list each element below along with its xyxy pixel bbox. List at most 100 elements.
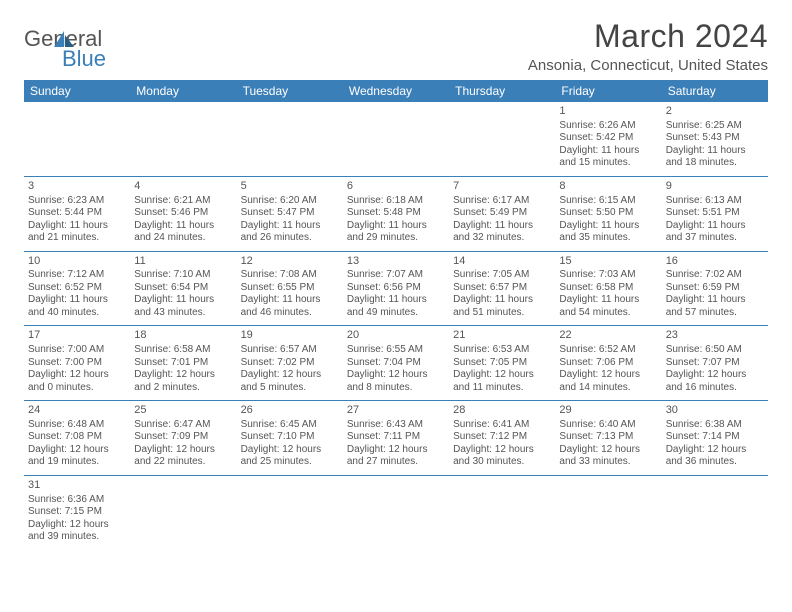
- sunset-line: Sunset: 5:46 PM: [134, 207, 232, 220]
- day-number: 19: [241, 329, 339, 343]
- sunset-line: Sunset: 6:54 PM: [134, 282, 232, 295]
- calendar-cell: [237, 475, 343, 549]
- sunrise-line: Sunrise: 6:53 AM: [453, 344, 551, 357]
- sunrise-line: Sunrise: 6:23 AM: [28, 195, 126, 208]
- daylight-line: Daylight: 12 hours and 5 minutes.: [241, 369, 339, 394]
- calendar-cell: 21Sunrise: 6:53 AMSunset: 7:05 PMDayligh…: [449, 326, 555, 401]
- day-number: 18: [134, 329, 232, 343]
- location-text: Ansonia, Connecticut, United States: [528, 57, 768, 74]
- calendar-cell: [555, 475, 661, 549]
- day-number: 1: [559, 105, 657, 119]
- calendar-cell: 9Sunrise: 6:13 AMSunset: 5:51 PMDaylight…: [662, 176, 768, 251]
- sunrise-line: Sunrise: 6:36 AM: [28, 494, 126, 507]
- calendar-cell: 11Sunrise: 7:10 AMSunset: 6:54 PMDayligh…: [130, 251, 236, 326]
- calendar-cell: 5Sunrise: 6:20 AMSunset: 5:47 PMDaylight…: [237, 176, 343, 251]
- calendar-table: SundayMondayTuesdayWednesdayThursdayFrid…: [24, 80, 768, 550]
- sunset-line: Sunset: 7:11 PM: [347, 431, 445, 444]
- daylight-line: Daylight: 12 hours and 19 minutes.: [28, 444, 126, 469]
- calendar-cell: 14Sunrise: 7:05 AMSunset: 6:57 PMDayligh…: [449, 251, 555, 326]
- daylight-line: Daylight: 12 hours and 33 minutes.: [559, 444, 657, 469]
- sunrise-line: Sunrise: 6:20 AM: [241, 195, 339, 208]
- day-number: 4: [134, 180, 232, 194]
- sunset-line: Sunset: 7:10 PM: [241, 431, 339, 444]
- sunrise-line: Sunrise: 6:21 AM: [134, 195, 232, 208]
- sunrise-line: Sunrise: 6:18 AM: [347, 195, 445, 208]
- sunset-line: Sunset: 5:47 PM: [241, 207, 339, 220]
- day-number: 26: [241, 404, 339, 418]
- sunset-line: Sunset: 6:59 PM: [666, 282, 764, 295]
- calendar-cell: [343, 475, 449, 549]
- calendar-cell: 28Sunrise: 6:41 AMSunset: 7:12 PMDayligh…: [449, 401, 555, 476]
- weekday-header: Friday: [555, 80, 661, 102]
- sunrise-line: Sunrise: 7:00 AM: [28, 344, 126, 357]
- calendar-cell: [662, 475, 768, 549]
- calendar-cell: 25Sunrise: 6:47 AMSunset: 7:09 PMDayligh…: [130, 401, 236, 476]
- sunrise-line: Sunrise: 6:41 AM: [453, 419, 551, 432]
- daylight-line: Daylight: 11 hours and 21 minutes.: [28, 220, 126, 245]
- sunrise-line: Sunrise: 6:40 AM: [559, 419, 657, 432]
- sunrise-line: Sunrise: 6:38 AM: [666, 419, 764, 432]
- daylight-line: Daylight: 12 hours and 36 minutes.: [666, 444, 764, 469]
- logo: General Blue: [24, 26, 76, 72]
- daylight-line: Daylight: 12 hours and 8 minutes.: [347, 369, 445, 394]
- calendar-cell: [449, 475, 555, 549]
- sunset-line: Sunset: 7:01 PM: [134, 357, 232, 370]
- calendar-cell: 20Sunrise: 6:55 AMSunset: 7:04 PMDayligh…: [343, 326, 449, 401]
- day-number: 29: [559, 404, 657, 418]
- daylight-line: Daylight: 11 hours and 40 minutes.: [28, 294, 126, 319]
- sunrise-line: Sunrise: 6:13 AM: [666, 195, 764, 208]
- sunset-line: Sunset: 7:04 PM: [347, 357, 445, 370]
- sunrise-line: Sunrise: 6:26 AM: [559, 120, 657, 133]
- day-number: 14: [453, 255, 551, 269]
- daylight-line: Daylight: 11 hours and 18 minutes.: [666, 145, 764, 170]
- calendar-cell: 26Sunrise: 6:45 AMSunset: 7:10 PMDayligh…: [237, 401, 343, 476]
- calendar-cell: 24Sunrise: 6:48 AMSunset: 7:08 PMDayligh…: [24, 401, 130, 476]
- day-number: 28: [453, 404, 551, 418]
- calendar-cell: 8Sunrise: 6:15 AMSunset: 5:50 PMDaylight…: [555, 176, 661, 251]
- day-number: 7: [453, 180, 551, 194]
- calendar-cell: [24, 102, 130, 176]
- weekday-header: Wednesday: [343, 80, 449, 102]
- daylight-line: Daylight: 12 hours and 2 minutes.: [134, 369, 232, 394]
- sunrise-line: Sunrise: 7:05 AM: [453, 269, 551, 282]
- day-number: 16: [666, 255, 764, 269]
- daylight-line: Daylight: 11 hours and 24 minutes.: [134, 220, 232, 245]
- calendar-cell: [130, 475, 236, 549]
- daylight-line: Daylight: 11 hours and 57 minutes.: [666, 294, 764, 319]
- day-number: 2: [666, 105, 764, 119]
- daylight-line: Daylight: 12 hours and 22 minutes.: [134, 444, 232, 469]
- calendar-header-row: SundayMondayTuesdayWednesdayThursdayFrid…: [24, 80, 768, 102]
- calendar-cell: [237, 102, 343, 176]
- day-number: 22: [559, 329, 657, 343]
- weekday-header: Monday: [130, 80, 236, 102]
- sunrise-line: Sunrise: 7:02 AM: [666, 269, 764, 282]
- calendar-cell: [343, 102, 449, 176]
- calendar-cell: 13Sunrise: 7:07 AMSunset: 6:56 PMDayligh…: [343, 251, 449, 326]
- day-number: 21: [453, 329, 551, 343]
- sunset-line: Sunset: 5:49 PM: [453, 207, 551, 220]
- daylight-line: Daylight: 11 hours and 32 minutes.: [453, 220, 551, 245]
- day-number: 23: [666, 329, 764, 343]
- daylight-line: Daylight: 11 hours and 35 minutes.: [559, 220, 657, 245]
- sunset-line: Sunset: 7:09 PM: [134, 431, 232, 444]
- weekday-header: Sunday: [24, 80, 130, 102]
- day-number: 11: [134, 255, 232, 269]
- daylight-line: Daylight: 12 hours and 25 minutes.: [241, 444, 339, 469]
- calendar-cell: 10Sunrise: 7:12 AMSunset: 6:52 PMDayligh…: [24, 251, 130, 326]
- calendar-cell: 30Sunrise: 6:38 AMSunset: 7:14 PMDayligh…: [662, 401, 768, 476]
- calendar-cell: 1Sunrise: 6:26 AMSunset: 5:42 PMDaylight…: [555, 102, 661, 176]
- day-number: 24: [28, 404, 126, 418]
- sunset-line: Sunset: 5:51 PM: [666, 207, 764, 220]
- daylight-line: Daylight: 11 hours and 37 minutes.: [666, 220, 764, 245]
- calendar-cell: [130, 102, 236, 176]
- title-block: March 2024 Ansonia, Connecticut, United …: [528, 18, 768, 74]
- weekday-header: Thursday: [449, 80, 555, 102]
- sunrise-line: Sunrise: 6:52 AM: [559, 344, 657, 357]
- sunset-line: Sunset: 5:43 PM: [666, 132, 764, 145]
- calendar-cell: 3Sunrise: 6:23 AMSunset: 5:44 PMDaylight…: [24, 176, 130, 251]
- sunset-line: Sunset: 6:57 PM: [453, 282, 551, 295]
- calendar-cell: 15Sunrise: 7:03 AMSunset: 6:58 PMDayligh…: [555, 251, 661, 326]
- sunset-line: Sunset: 6:55 PM: [241, 282, 339, 295]
- calendar-cell: 22Sunrise: 6:52 AMSunset: 7:06 PMDayligh…: [555, 326, 661, 401]
- day-number: 20: [347, 329, 445, 343]
